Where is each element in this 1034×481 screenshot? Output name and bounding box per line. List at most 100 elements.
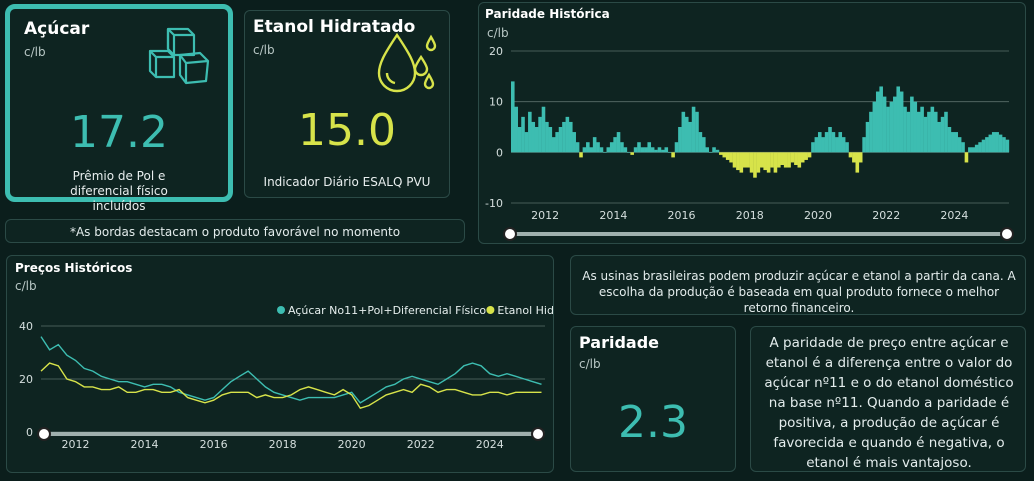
paridade-bar xyxy=(835,137,839,153)
info-production-card: As usinas brasileiras podem produzir açú… xyxy=(570,255,1026,315)
acucar-card[interactable]: Açúcar c/lb 17.2 Prêmio de Pol e diferen… xyxy=(5,4,233,213)
paridade-bar xyxy=(981,139,986,153)
paridade-bar xyxy=(633,147,638,153)
paridade-bar xyxy=(828,127,832,153)
paridade-bar xyxy=(548,127,553,153)
paridade-bar xyxy=(684,116,689,153)
paridade-value: 2.3 xyxy=(618,397,688,448)
paridade-bar xyxy=(582,147,587,153)
sugar-cubes-icon xyxy=(148,27,210,85)
paridade-bar xyxy=(879,86,883,153)
paridade-bar xyxy=(661,149,665,153)
paridade-bar xyxy=(691,106,696,153)
paridade-bar xyxy=(814,137,819,153)
paridade-bar xyxy=(674,142,679,153)
precos-ytick: 20 xyxy=(19,373,33,386)
paridade-bar xyxy=(852,152,856,163)
paridade-bar xyxy=(613,137,617,153)
paridade-bar xyxy=(783,152,788,168)
paridade-bar xyxy=(551,137,556,153)
precos-legend-label-1: Etanol Hidratado xyxy=(497,304,555,317)
paridade-bar xyxy=(817,132,822,153)
paridade-bar xyxy=(528,111,532,153)
paridade-range-slider[interactable] xyxy=(511,232,1007,236)
paridade-bar xyxy=(647,142,652,153)
paridade-card[interactable]: Paridade c/lb 2.3 xyxy=(570,326,736,472)
paridade-bar xyxy=(531,121,536,153)
paridade-bar xyxy=(991,132,996,153)
paridade-bar xyxy=(804,152,808,160)
paridade-xtick: 2022 xyxy=(872,209,900,222)
paridade-bar xyxy=(848,152,853,158)
paridade-bar xyxy=(555,132,559,153)
paridade-bar xyxy=(886,106,890,153)
acucar-caption: Prêmio de Pol e diferencial físico inclu… xyxy=(70,169,168,213)
paridade-bar xyxy=(923,116,928,153)
paridade-bar xyxy=(712,147,716,153)
paridade-bar xyxy=(770,152,774,168)
ethanol-drops-icon xyxy=(377,32,437,93)
paridade-bar xyxy=(971,147,976,153)
precos-ytick: 0 xyxy=(26,426,33,439)
paridade-ytick: 10 xyxy=(489,96,503,109)
precos-xtick: 2020 xyxy=(338,438,366,451)
paridade-bar xyxy=(995,132,999,153)
paridade-bar xyxy=(988,134,993,153)
paridade-bar xyxy=(920,106,924,153)
etanol-value: 15.0 xyxy=(298,105,396,156)
paridade-bar xyxy=(511,81,515,153)
precos-chart-card: Preços Históricos c/lb 0 20 40 2012 2014 2016… xyxy=(6,255,555,473)
paridade-bar xyxy=(725,152,730,160)
precos-xtick: 2024 xyxy=(476,438,504,451)
paridade-bar xyxy=(644,147,648,153)
paridade-bar xyxy=(831,132,836,153)
paridade-bar xyxy=(517,127,522,153)
paridade-bar xyxy=(667,152,672,153)
acucar-value: 17.2 xyxy=(70,107,168,158)
precos-legend-marker-0 xyxy=(277,306,285,314)
paridade-bar xyxy=(882,96,887,153)
paridade-bar xyxy=(572,132,576,153)
paridade-slider-start[interactable] xyxy=(503,227,517,241)
paridade-xtick: 2020 xyxy=(804,209,832,222)
paridade-bar xyxy=(603,152,607,153)
paridade-bar xyxy=(913,101,918,153)
paridade-bar xyxy=(916,111,921,153)
paridade-bar xyxy=(620,142,624,153)
precos-slider-end[interactable] xyxy=(531,427,545,441)
paridade-bar xyxy=(944,111,948,153)
paridade-xtick: 2018 xyxy=(736,209,764,222)
paridade-bar xyxy=(719,152,723,155)
paridade-bar xyxy=(947,127,952,153)
etanol-card[interactable]: Etanol Hidratado c/lb 15.0 Indicador Diá… xyxy=(244,10,450,198)
paridade-bar xyxy=(865,121,870,153)
precos-xtick: 2016 xyxy=(200,438,228,451)
paridade-xtick: 2024 xyxy=(940,209,968,222)
precos-range-slider[interactable] xyxy=(45,432,539,436)
paridade-bar xyxy=(650,147,655,153)
paridade-bar xyxy=(964,152,969,163)
paridade-bar xyxy=(797,152,802,168)
paridade-bar xyxy=(654,149,658,153)
paridade-bar xyxy=(794,152,798,165)
paridade-xtick: 2012 xyxy=(531,209,559,222)
paridade-bar xyxy=(811,142,815,153)
precos-chart: Preços Históricos c/lb 0 20 40 2012 2014 2016… xyxy=(15,261,555,451)
paridade-slider-end[interactable] xyxy=(1000,227,1014,241)
paridade-bar xyxy=(889,101,894,153)
paridade-chart: Paridade Histórica c/lb -10 0 10 20 2012 2014… xyxy=(485,7,1010,222)
info-production-text: As usinas brasileiras podem produzir açú… xyxy=(582,269,1016,315)
precos-xtick: 2018 xyxy=(269,438,297,451)
precos-slider-start[interactable] xyxy=(37,427,51,441)
paridade-bar xyxy=(538,116,542,153)
paridade-chart-card: Paridade Histórica c/lb -10 0 10 20 2012 2014… xyxy=(478,2,1026,244)
acucar-unit: c/lb xyxy=(24,45,46,59)
paridade-bar xyxy=(640,147,645,153)
info-parity-text: A paridade de preço entre açúcar e etano… xyxy=(764,335,1014,471)
paridade-bar xyxy=(841,137,846,153)
paridade-bar xyxy=(732,152,737,168)
paridade-bar xyxy=(855,152,860,173)
paridade-bar xyxy=(698,132,703,153)
borders-note: *As bordas destacam o produto favorável … xyxy=(5,219,465,243)
precos-chart-title: Preços Históricos xyxy=(15,261,132,275)
